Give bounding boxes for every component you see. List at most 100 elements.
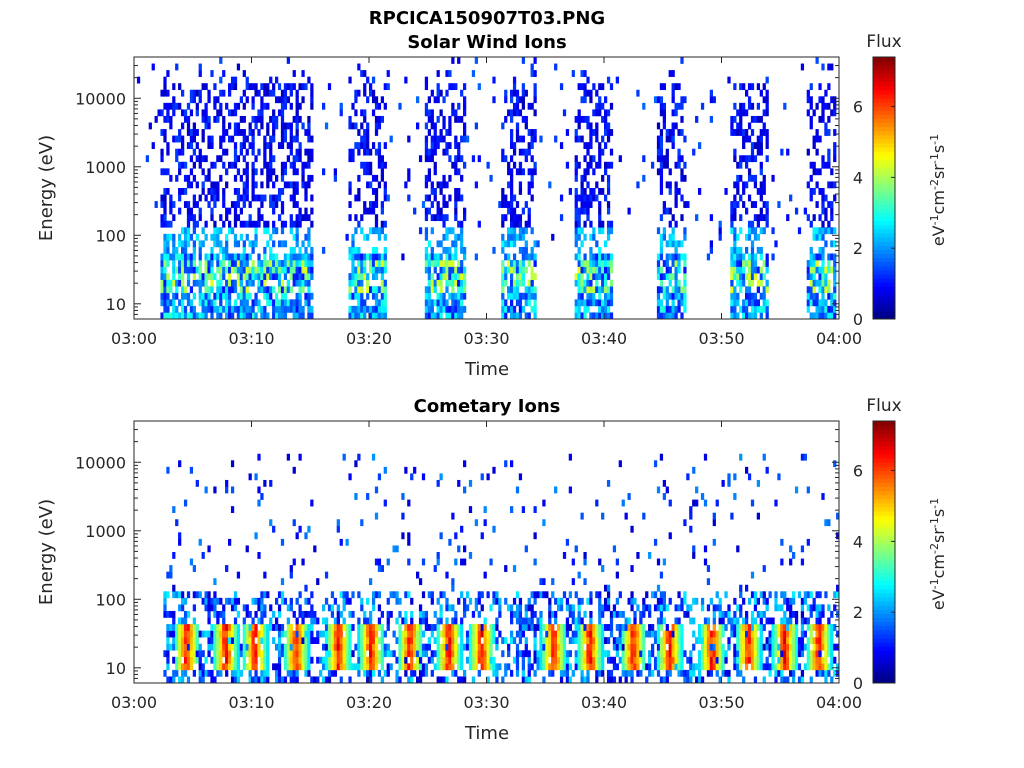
heatmap-cell: [398, 676, 402, 684]
heatmap-cell: [457, 266, 461, 274]
heatmap-cell: [750, 610, 755, 618]
heatmap-cell: [656, 584, 661, 592]
heatmap-cell: [592, 227, 596, 235]
heatmap-cell: [833, 240, 837, 248]
heatmap-cell: [745, 286, 749, 294]
heatmap-cell: [336, 650, 340, 658]
heatmap-cell: [439, 305, 443, 313]
heatmap-cell: [266, 89, 270, 97]
heatmap-cell: [668, 240, 672, 248]
heatmap-cell: [213, 220, 217, 228]
heatmap-cell: [322, 246, 326, 254]
heatmap-cell: [225, 637, 229, 644]
heatmap-cell: [777, 630, 781, 638]
heatmap-cell: [665, 637, 669, 644]
heatmap-cell: [759, 207, 763, 215]
heatmap-cell: [742, 624, 746, 631]
heatmap-cell: [254, 656, 258, 664]
heatmap-cell: [533, 253, 537, 261]
heatmap-cell: [380, 227, 384, 235]
heatmap-cell: [289, 260, 293, 267]
heatmap-cell: [163, 591, 167, 599]
heatmap-cell: [530, 102, 534, 110]
heatmap-cell: [480, 604, 484, 612]
heatmap-cell: [504, 460, 508, 468]
heatmap-cell: [739, 253, 743, 261]
heatmap-cell: [612, 656, 617, 664]
heatmap-cell: [222, 624, 226, 631]
heatmap-cell: [407, 643, 411, 651]
heatmap-cell: [289, 571, 293, 579]
heatmap-cell: [592, 630, 596, 638]
heatmap-cell: [383, 188, 387, 195]
heatmap-cell: [474, 656, 478, 664]
heatmap-cell: [166, 312, 170, 320]
heatmap-cell: [548, 181, 552, 189]
heatmap-cell: [510, 96, 514, 104]
heatmap-cell: [210, 135, 214, 143]
heatmap-cell: [460, 260, 464, 267]
heatmap-cell: [592, 168, 596, 176]
heatmap-cell: [327, 604, 332, 612]
heatmap-cell: [709, 115, 713, 123]
heatmap-cell: [371, 637, 376, 644]
heatmap-cell: [577, 135, 581, 143]
x-tick-label: 03:20: [346, 329, 392, 348]
heatmap-cell: [436, 115, 440, 123]
heatmap-cell: [765, 617, 769, 625]
heatmap-cell: [357, 266, 361, 274]
heatmap-cell: [609, 220, 614, 228]
heatmap-cell: [327, 643, 332, 651]
heatmap-cell: [559, 194, 564, 202]
heatmap-cell: [266, 656, 270, 664]
colorbar-segment: [873, 175, 895, 181]
heatmap-cell: [457, 643, 461, 651]
heatmap-cell: [533, 506, 537, 513]
heatmap-cell: [377, 122, 382, 130]
heatmap-cell: [562, 109, 567, 117]
heatmap-cell: [568, 650, 572, 658]
heatmap-cell: [833, 292, 837, 300]
heatmap-cell: [486, 161, 490, 169]
heatmap-cell: [507, 207, 511, 215]
heatmap-cell: [245, 76, 249, 84]
heatmap-cell: [595, 260, 599, 267]
heatmap-cell: [416, 663, 420, 671]
heatmap-cell: [512, 656, 517, 664]
heatmap-cell: [351, 266, 355, 274]
heatmap-cell: [674, 253, 678, 261]
heatmap-cell: [595, 637, 599, 644]
heatmap-cell: [245, 233, 249, 241]
heatmap-cell: [662, 83, 666, 91]
heatmap-cell: [166, 109, 170, 117]
heatmap-cell: [289, 181, 293, 189]
heatmap-cell: [198, 299, 202, 307]
heatmap-cell: [521, 650, 525, 658]
heatmap-cell: [360, 305, 364, 313]
heatmap-cell: [545, 637, 549, 644]
heatmap-cell: [263, 610, 267, 618]
heatmap-cell: [366, 161, 370, 169]
heatmap-cell: [486, 656, 490, 664]
heatmap-cell: [324, 663, 329, 671]
heatmap-cell: [351, 312, 355, 320]
heatmap-cell: [178, 299, 182, 307]
heatmap-cell: [639, 637, 643, 644]
heatmap-cell: [233, 142, 238, 149]
heatmap-cell: [577, 656, 581, 664]
heatmap-cell: [245, 305, 249, 313]
heatmap-cell: [189, 466, 194, 474]
heatmap-cell: [172, 246, 176, 254]
heatmap-cell: [639, 624, 643, 631]
heatmap-cell: [369, 643, 373, 651]
heatmap-cell: [824, 299, 828, 307]
heatmap-cell: [222, 122, 226, 130]
heatmap-cell: [424, 76, 429, 84]
heatmap-cell: [533, 637, 537, 644]
heatmap-cell: [589, 129, 593, 136]
heatmap-cell: [251, 597, 255, 605]
heatmap-cell: [430, 115, 434, 123]
heatmap-cell: [342, 624, 346, 631]
heatmap-cell: [797, 227, 802, 235]
heatmap-cell: [333, 656, 337, 664]
